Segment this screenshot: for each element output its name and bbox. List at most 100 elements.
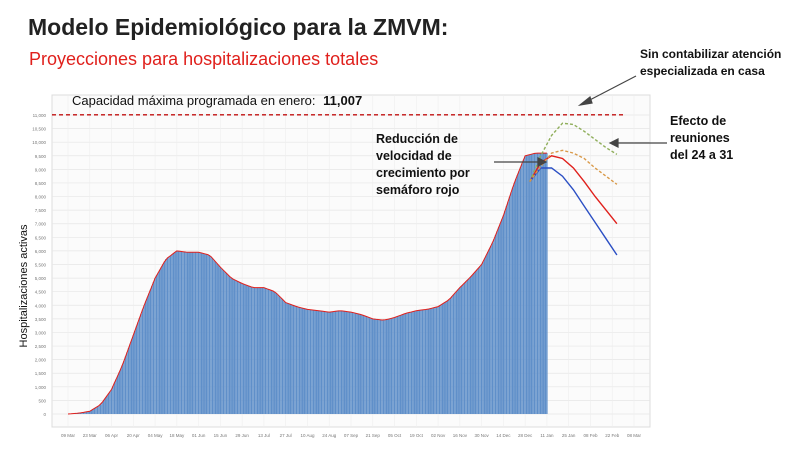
bar: [160, 267, 162, 414]
bar: [339, 310, 341, 414]
bar: [543, 153, 545, 414]
x-axis: 09 Mar 23 Mar 06 Apr 20 Apr 04 May 18 May 01 J…: [61, 433, 642, 438]
bar: [246, 285, 248, 414]
bar: [225, 273, 228, 414]
y-tick-label: 4,000: [35, 303, 47, 308]
bar: [116, 375, 119, 414]
bar: [79, 412, 82, 414]
bar: [443, 302, 445, 414]
bar: [493, 238, 495, 414]
y-tick-label: 1,000: [35, 385, 47, 390]
bar: [292, 305, 295, 414]
bar: [129, 343, 131, 414]
bar: [110, 389, 113, 414]
bar: [238, 281, 240, 414]
bar: [193, 252, 195, 414]
y-tick-label: 11,000: [33, 113, 47, 118]
x-tick-label: 09 Mar: [61, 433, 76, 438]
bar: [239, 282, 242, 414]
bar: [412, 311, 414, 414]
annotation-arrows: [494, 75, 667, 167]
x-tick-label: 28 Dec: [518, 433, 533, 438]
x-tick-label: 19 Oct: [410, 433, 424, 438]
x-tick-label: 05 Oct: [388, 433, 402, 438]
bar: [90, 410, 92, 414]
bar: [454, 292, 456, 414]
bar: [113, 382, 116, 414]
x-tick-label: 11 Jan: [540, 433, 554, 438]
y-tick-label: 6,500: [35, 235, 47, 240]
x-tick-label: 16 Nov: [453, 433, 468, 438]
bar: [393, 317, 396, 414]
bar: [457, 289, 459, 414]
bar: [381, 320, 383, 414]
bar: [387, 319, 389, 414]
x-tick-label: 21 Sep: [366, 433, 381, 438]
bar: [228, 276, 231, 414]
bar: [199, 252, 201, 414]
bar: [87, 411, 89, 414]
bar: [353, 312, 355, 414]
bar: [465, 281, 467, 414]
bar: [208, 254, 211, 414]
bar: [124, 356, 127, 414]
x-tick-label: 24 Aug: [322, 433, 337, 438]
bar: [445, 301, 447, 414]
bar: [123, 360, 125, 414]
bar: [255, 287, 257, 414]
bar: [328, 312, 330, 414]
bar: [331, 311, 333, 414]
bar: [427, 308, 430, 414]
bar: [401, 314, 403, 414]
bar: [169, 255, 172, 414]
bar: [317, 310, 319, 414]
bar: [162, 264, 164, 414]
bar: [518, 171, 520, 414]
x-tick-label: 04 May: [148, 433, 164, 438]
bar: [311, 309, 313, 414]
bar: [330, 311, 332, 414]
bar: [347, 311, 349, 414]
bar: [410, 311, 413, 414]
bar: [429, 308, 431, 414]
bar: [407, 312, 410, 414]
bar: [256, 287, 259, 414]
bar: [536, 153, 539, 414]
bar: [81, 412, 83, 414]
bar: [367, 317, 369, 414]
bar: [357, 314, 360, 414]
bar: [102, 400, 105, 414]
bar: [449, 298, 452, 414]
bar: [333, 311, 335, 414]
bar: [474, 271, 477, 414]
bar: [379, 319, 382, 414]
bar: [533, 153, 536, 414]
bar: [404, 313, 407, 414]
bar: [101, 402, 103, 414]
bar: [182, 251, 184, 414]
bar: [473, 273, 475, 414]
bar: [149, 289, 152, 414]
bar: [420, 310, 422, 414]
bars: [68, 153, 548, 415]
bar: [82, 412, 85, 414]
bar: [258, 287, 260, 414]
bar: [260, 287, 262, 414]
bar: [529, 154, 531, 414]
bar: [423, 309, 425, 414]
y-tick-label: 3,500: [35, 317, 47, 322]
bar: [95, 407, 97, 414]
bar: [84, 412, 86, 414]
bar: [183, 251, 186, 414]
bar: [253, 287, 256, 414]
bar: [221, 268, 223, 414]
bar: [426, 309, 428, 414]
bar: [504, 210, 506, 414]
bar: [446, 300, 449, 414]
bar: [483, 258, 486, 414]
bar: [163, 261, 166, 414]
bar: [99, 404, 102, 414]
bar: [219, 267, 222, 414]
bar: [392, 317, 394, 414]
bar: [112, 386, 114, 414]
